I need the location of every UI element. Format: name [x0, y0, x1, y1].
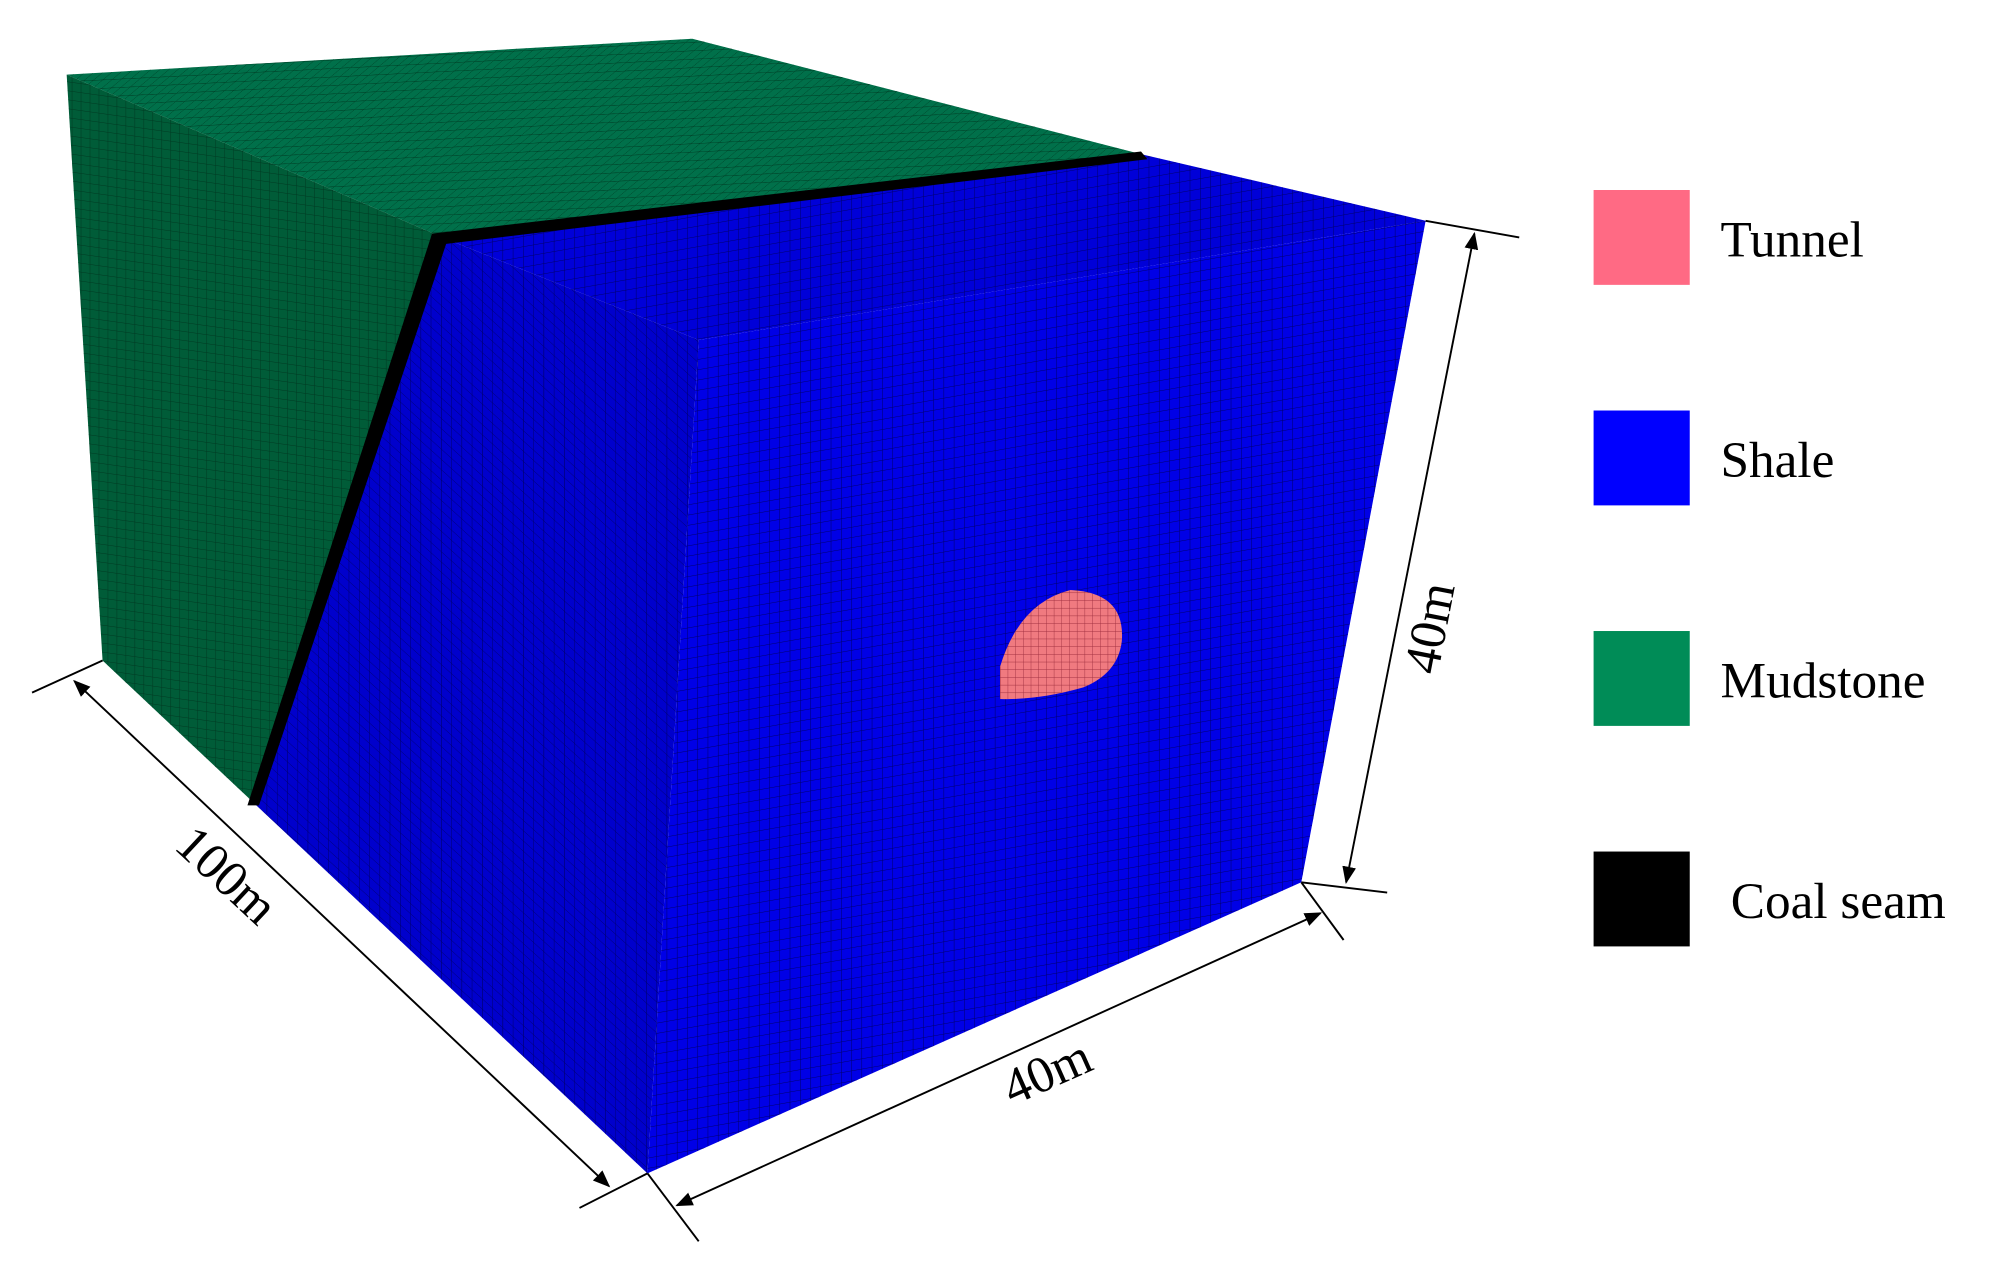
legend-swatch — [1593, 631, 1690, 726]
legend-swatch — [1593, 851, 1690, 947]
extension-line — [1425, 219, 1520, 239]
dimension-line — [675, 912, 1323, 1207]
extension-line — [579, 1172, 648, 1209]
extension-line — [1300, 881, 1345, 941]
extension-line — [646, 1172, 700, 1242]
dimension-label: 100m — [164, 815, 288, 936]
legend: Tunnel Shale Mudstone Coal seam — [1593, 190, 1946, 947]
dimensions — [31, 219, 1520, 1242]
legend-swatch — [1593, 190, 1690, 285]
mesh — [66, 38, 1142, 238]
extension-line — [1301, 881, 1388, 894]
dimension-line — [73, 679, 611, 1188]
legend-label: Tunnel — [1721, 212, 1864, 269]
legend-swatch — [1593, 410, 1690, 506]
dimension-line — [1342, 231, 1479, 885]
legend-label: Coal seam — [1731, 873, 1946, 930]
extension-line — [31, 659, 103, 694]
legend-label: Mudstone — [1721, 653, 1926, 710]
mesh — [1000, 590, 1123, 700]
mesh — [66, 74, 443, 806]
model — [66, 38, 1426, 1174]
dimension-label: 40m — [994, 1028, 1101, 1117]
mesh — [442, 154, 1426, 340]
legend-label: Shale — [1721, 432, 1835, 489]
